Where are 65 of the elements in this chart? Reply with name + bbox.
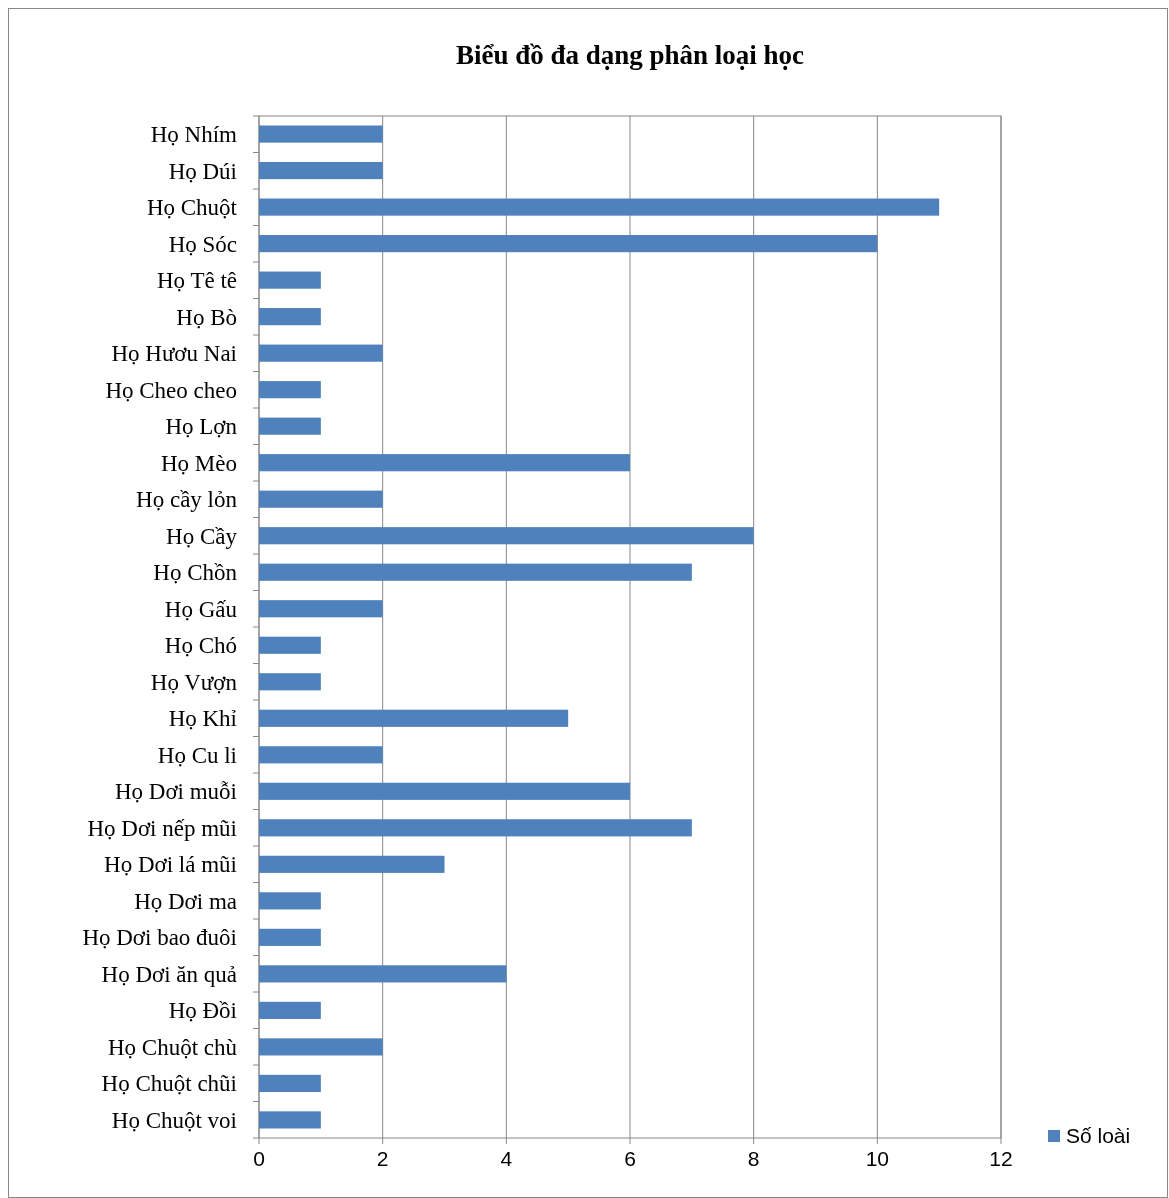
x-tick-label: 4 bbox=[500, 1147, 513, 1170]
y-tick-label: Họ Tê tê bbox=[156, 268, 237, 294]
y-tick-label: Họ Chồn bbox=[153, 560, 238, 586]
bar bbox=[259, 709, 569, 727]
bar bbox=[259, 965, 507, 983]
y-tick-label: Họ cầy lỏn bbox=[136, 487, 238, 513]
y-tick-label: Họ Dơi nếp mũi bbox=[87, 815, 237, 841]
bar bbox=[259, 892, 321, 910]
bar bbox=[259, 1111, 321, 1129]
bar bbox=[259, 563, 692, 581]
bar bbox=[259, 928, 321, 946]
chart-title: Biểu đồ đa dạng phân loại học bbox=[455, 40, 805, 70]
bar bbox=[259, 855, 445, 873]
bar bbox=[259, 527, 754, 545]
bar bbox=[259, 673, 321, 691]
x-tick-label: 12 bbox=[989, 1147, 1013, 1170]
x-tick-label: 10 bbox=[865, 1147, 890, 1170]
y-tick-label: Họ Mèo bbox=[160, 450, 237, 476]
x-tick-label: 6 bbox=[624, 1147, 636, 1170]
y-tick-label: Họ Khỉ bbox=[168, 706, 237, 732]
bar bbox=[259, 162, 383, 180]
bar bbox=[259, 1074, 321, 1092]
bar bbox=[259, 381, 321, 399]
bar bbox=[259, 600, 383, 618]
y-tick-label: Họ Cheo cheo bbox=[105, 377, 237, 403]
bar bbox=[259, 746, 383, 764]
y-tick-label: Họ Chuột bbox=[146, 195, 238, 221]
x-tick-label: 0 bbox=[253, 1147, 265, 1170]
bar bbox=[259, 454, 630, 472]
y-tick-label: Họ Đồi bbox=[168, 998, 237, 1024]
y-tick-label: Họ Bò bbox=[176, 304, 237, 330]
y-tick-label: Họ Lợn bbox=[165, 414, 238, 440]
y-tick-label: Họ Dúi bbox=[168, 158, 237, 184]
bar bbox=[259, 308, 321, 326]
y-tick-label: Họ Chó bbox=[164, 633, 237, 659]
bar bbox=[259, 636, 321, 654]
bar bbox=[259, 198, 940, 216]
y-tick-label: Họ Cầy bbox=[166, 523, 238, 549]
bar bbox=[259, 271, 321, 289]
y-tick-label: Họ Sóc bbox=[168, 231, 237, 257]
y-tick-label: Họ Chuột chù bbox=[107, 1034, 238, 1060]
y-tick-label: Họ Chuột chũi bbox=[101, 1071, 237, 1097]
bar bbox=[259, 344, 383, 362]
y-tick-label: Họ Dơi bao đuôi bbox=[82, 925, 237, 951]
bar bbox=[259, 1038, 383, 1056]
y-tick-label: Họ Gấu bbox=[164, 596, 238, 622]
bar bbox=[259, 490, 383, 508]
bar bbox=[259, 417, 321, 435]
y-tick-label: Họ Dơi ma bbox=[134, 888, 237, 914]
bar bbox=[259, 125, 383, 143]
legend-label: Số loài bbox=[1066, 1124, 1131, 1148]
y-tick-label: Họ Hươu Nai bbox=[111, 341, 237, 367]
bar bbox=[259, 1001, 321, 1019]
bar bbox=[259, 235, 878, 253]
y-tick-label: Họ Cu li bbox=[157, 742, 237, 768]
x-tick-label: 8 bbox=[747, 1147, 760, 1170]
y-tick-label: Họ Dơi ăn quả bbox=[101, 961, 237, 987]
y-tick-label: Họ Chuột voi bbox=[111, 1107, 237, 1133]
x-tick-label: 2 bbox=[376, 1147, 389, 1170]
y-tick-label: Họ Vượn bbox=[150, 669, 238, 695]
y-tick-label: Họ Dơi lá mũi bbox=[104, 852, 237, 878]
y-tick-label: Họ Dơi muỗi bbox=[114, 779, 237, 805]
bar bbox=[259, 819, 692, 837]
y-tick-label: Họ Nhím bbox=[150, 122, 238, 148]
bar bbox=[259, 782, 630, 800]
